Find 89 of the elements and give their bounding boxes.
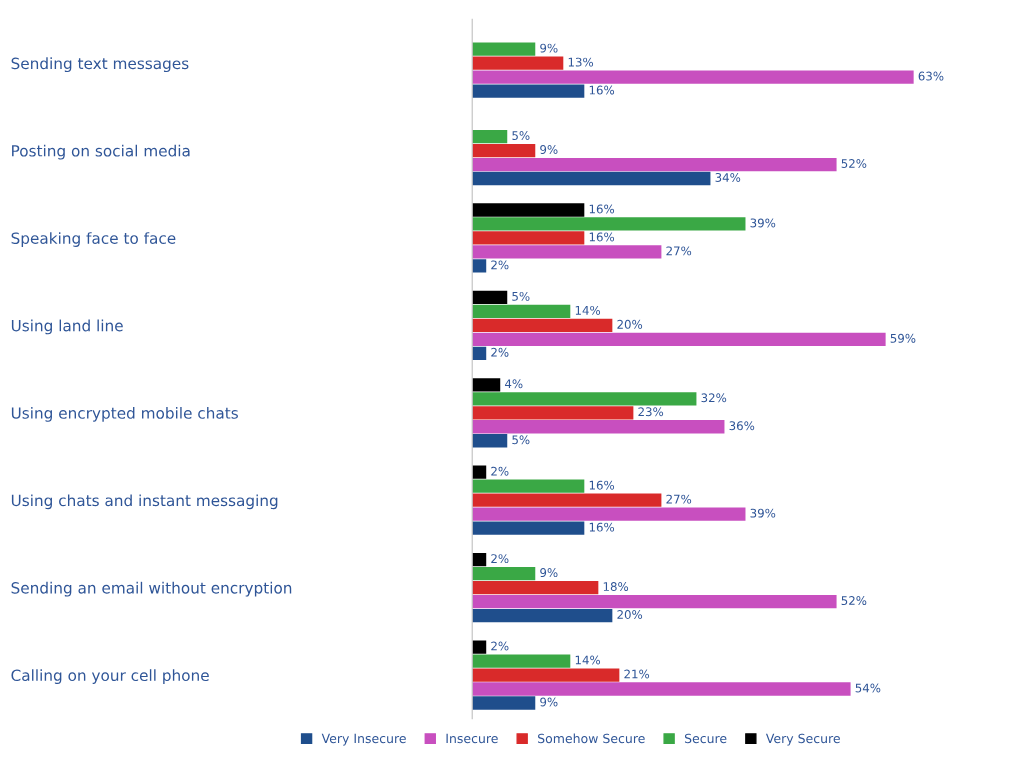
bar <box>472 84 585 98</box>
data-label: 9% <box>540 43 558 53</box>
bar <box>472 465 487 479</box>
data-label: 18% <box>603 582 629 592</box>
bar <box>472 318 613 333</box>
data-label: 4% <box>504 379 523 389</box>
y-tick-label: Using encrypted mobile chats <box>11 406 238 422</box>
data-label: 16% <box>589 522 615 532</box>
bar <box>472 594 837 609</box>
bar <box>472 203 585 217</box>
data-label: 63% <box>918 71 944 81</box>
bar <box>472 56 564 70</box>
bar <box>472 420 725 434</box>
y-tick-label: Using chats and instant messaging <box>11 494 278 510</box>
data-label: 2% <box>491 554 509 564</box>
bar <box>472 129 508 144</box>
data-label: 36% <box>729 421 755 431</box>
data-label: 27% <box>666 494 692 504</box>
bar <box>472 434 508 448</box>
data-label: 52% <box>841 596 867 606</box>
bar <box>472 566 536 581</box>
data-label: 5% <box>512 435 530 445</box>
data-label: 59% <box>890 333 916 343</box>
data-label: 2% <box>491 347 509 357</box>
bar <box>472 346 487 360</box>
bar <box>472 42 536 56</box>
y-tick-label: Sending an email without encryption <box>11 581 292 597</box>
bar <box>472 580 599 595</box>
data-label: 2% <box>491 466 509 476</box>
data-label: 9% <box>540 145 558 154</box>
data-label: 16% <box>589 85 615 95</box>
data-label: 23% <box>638 407 664 417</box>
bar <box>472 507 746 521</box>
bar <box>472 70 914 84</box>
y-tick-label: Posting on social media <box>12 144 190 160</box>
bar <box>472 608 613 623</box>
bar <box>472 521 585 535</box>
data-label: 16% <box>589 232 615 242</box>
bar <box>472 668 620 682</box>
data-label: 5% <box>512 291 530 301</box>
bar <box>472 304 571 319</box>
bar <box>472 682 851 696</box>
data-label: 2% <box>491 641 509 651</box>
bar <box>472 392 697 406</box>
bar <box>472 552 487 567</box>
y-tick-label: Speaking face to face <box>11 232 176 247</box>
bar <box>472 157 837 172</box>
bar <box>472 332 886 346</box>
data-label: 16% <box>589 480 615 490</box>
data-label: 5% <box>512 131 530 140</box>
bar <box>472 290 508 305</box>
bar <box>472 493 662 507</box>
legend-label: Somehow Secure <box>538 733 645 744</box>
data-label: 20% <box>617 610 643 619</box>
legend-label: Insecure <box>446 733 498 744</box>
bar <box>472 640 487 654</box>
data-label: 21% <box>624 669 650 679</box>
data-label: 34% <box>715 173 741 182</box>
bar <box>472 696 536 710</box>
data-label: 9% <box>540 697 558 707</box>
bar <box>472 259 487 273</box>
bar <box>472 378 501 392</box>
bar <box>472 245 662 259</box>
data-label: 16% <box>589 204 615 214</box>
data-label: 52% <box>841 159 867 168</box>
bar <box>472 171 711 186</box>
legend-label: Very Insecure <box>321 733 406 746</box>
bar <box>472 654 571 668</box>
y-tick-label: Sending text messages <box>11 57 189 73</box>
y-tick-label: Calling on your cell phone <box>11 669 209 684</box>
bar <box>472 143 536 158</box>
data-label: 39% <box>750 218 776 228</box>
legend-label: Very Secure <box>765 733 840 746</box>
data-label: 2% <box>491 260 509 270</box>
bar <box>472 231 585 245</box>
data-label: 27% <box>666 246 692 256</box>
data-label: 20% <box>617 319 643 329</box>
data-label: 54% <box>855 683 881 693</box>
data-label: 32% <box>701 393 727 403</box>
legend-label: Secure <box>684 733 727 744</box>
data-label: 39% <box>750 508 776 518</box>
data-label: 14% <box>575 305 601 315</box>
data-label: 9% <box>540 568 558 578</box>
y-tick-label: Using land line <box>11 319 123 335</box>
data-label: 13% <box>568 57 594 67</box>
data-label: 14% <box>575 655 601 665</box>
bar <box>472 406 634 420</box>
bar <box>472 217 746 231</box>
bar <box>472 479 585 493</box>
